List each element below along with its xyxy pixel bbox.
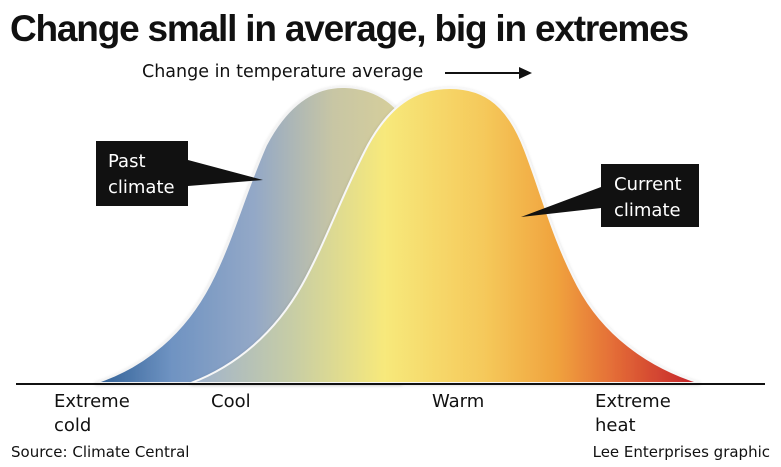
credit-text: Lee Enterprises graphic [592,443,770,461]
cool-label: Cool [211,391,251,412]
source-text: Source: Climate Central [11,443,190,461]
past-climate-callout-box [96,141,263,206]
warm-label: Warm [432,391,485,412]
past-climate-label: Past climate [108,151,175,198]
right-arrow-icon [445,67,532,79]
current-climate-callout-box [521,164,699,227]
subtitle: Change in temperature average [142,62,424,82]
page-title: Change small in average, big in extremes [10,8,689,49]
extreme-heat-label: Extreme heat [595,391,671,436]
current-climate-label: Current climate [614,174,682,221]
current-climate-curve [190,86,701,384]
extreme-cold-label: Extreme cold [54,391,130,436]
